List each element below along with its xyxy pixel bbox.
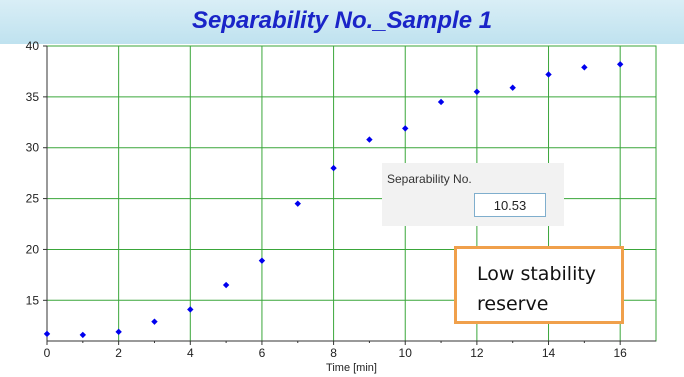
data-point — [473, 88, 481, 95]
data-point — [366, 136, 373, 143]
data-point — [330, 164, 337, 172]
stability-callout: Low stability reserve — [454, 246, 624, 324]
data-point — [509, 84, 516, 91]
data-point — [79, 331, 87, 339]
axes — [43, 45, 656, 345]
x-axis-label: Time [min] — [326, 362, 377, 374]
separability-value-field[interactable] — [474, 193, 546, 217]
x-tick-label: 2 — [115, 346, 122, 360]
y-tick-label: 30 — [26, 141, 40, 155]
y-tick-label: 15 — [26, 293, 40, 307]
data-point — [581, 64, 588, 71]
x-tick-label: 14 — [542, 346, 556, 360]
title-bar — [0, 0, 684, 44]
data-point — [43, 330, 51, 338]
data-point — [115, 328, 122, 336]
separability-label: Separability No. — [387, 172, 472, 186]
data-point — [402, 125, 409, 132]
y-tick-label: 20 — [26, 242, 40, 256]
callout-line-2: reserve — [477, 293, 549, 315]
callout-text: Low stability reserve — [477, 259, 617, 319]
data-point — [545, 71, 552, 78]
y-tick-label: 25 — [26, 192, 40, 206]
data-points — [43, 61, 624, 339]
x-tick-label: 8 — [330, 346, 337, 360]
data-point — [258, 257, 266, 264]
x-tick-label: 12 — [470, 346, 484, 360]
x-tick-label: 6 — [259, 346, 266, 360]
data-point — [294, 200, 301, 207]
separability-info-box: Separability No. — [382, 163, 564, 226]
y-tick-label: 40 — [26, 39, 40, 53]
x-tick-label: 16 — [613, 346, 627, 360]
x-tick-label: 4 — [187, 346, 194, 360]
tick-labels: 0 2 4 6 8 10 12 14 16 15 20 25 30 35 40 — [26, 39, 628, 360]
data-point — [187, 306, 194, 313]
x-tick-label: 10 — [399, 346, 413, 360]
chart-title: Separability No._Sample 1 — [191, 7, 493, 34]
data-point — [616, 61, 624, 68]
data-point — [222, 281, 230, 289]
data-point — [437, 98, 445, 106]
data-point — [151, 318, 158, 325]
y-tick-label: 35 — [26, 90, 40, 104]
x-tick-label: 0 — [44, 346, 51, 360]
callout-line-1: Low stability — [477, 263, 597, 285]
